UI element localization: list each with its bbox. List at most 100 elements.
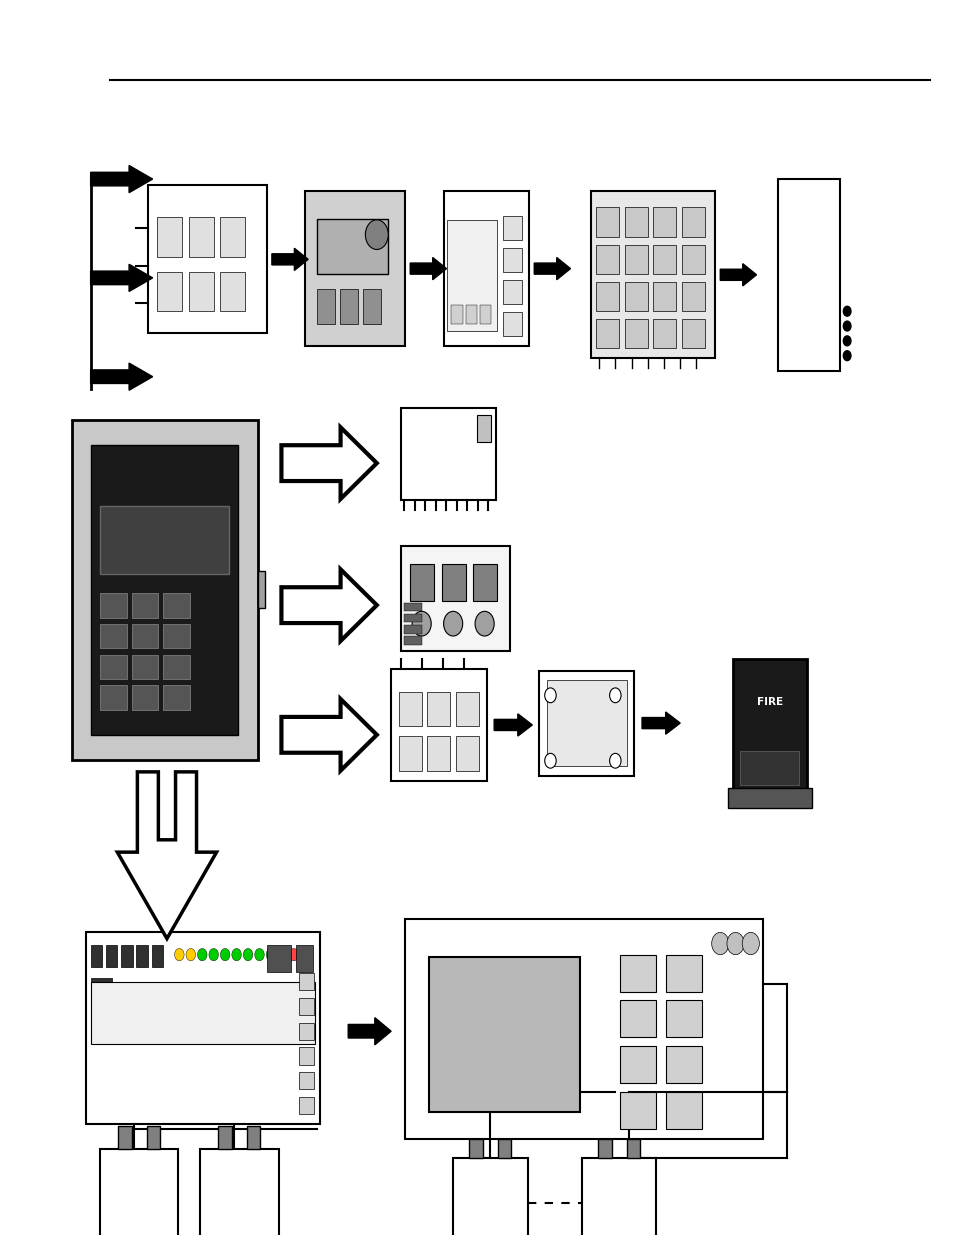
FancyBboxPatch shape <box>163 624 190 648</box>
FancyBboxPatch shape <box>502 216 521 240</box>
FancyBboxPatch shape <box>427 736 450 771</box>
FancyBboxPatch shape <box>502 312 521 336</box>
FancyBboxPatch shape <box>681 207 704 237</box>
FancyBboxPatch shape <box>456 692 478 726</box>
Polygon shape <box>641 711 679 734</box>
FancyBboxPatch shape <box>732 659 806 793</box>
Polygon shape <box>281 699 376 771</box>
Circle shape <box>289 948 298 961</box>
FancyBboxPatch shape <box>100 506 229 574</box>
FancyBboxPatch shape <box>596 207 618 237</box>
FancyBboxPatch shape <box>443 191 529 346</box>
FancyBboxPatch shape <box>777 179 839 370</box>
FancyBboxPatch shape <box>653 207 676 237</box>
FancyBboxPatch shape <box>305 191 405 346</box>
FancyBboxPatch shape <box>298 973 314 990</box>
FancyBboxPatch shape <box>456 736 478 771</box>
Polygon shape <box>91 264 152 291</box>
FancyBboxPatch shape <box>681 319 704 348</box>
Circle shape <box>544 753 556 768</box>
Circle shape <box>544 688 556 703</box>
FancyBboxPatch shape <box>404 614 421 622</box>
FancyBboxPatch shape <box>91 978 112 1000</box>
Polygon shape <box>281 569 376 641</box>
FancyBboxPatch shape <box>316 219 388 274</box>
FancyBboxPatch shape <box>596 282 618 311</box>
FancyBboxPatch shape <box>118 1126 132 1149</box>
Circle shape <box>842 351 850 361</box>
FancyBboxPatch shape <box>410 564 434 601</box>
FancyBboxPatch shape <box>257 571 265 609</box>
FancyBboxPatch shape <box>624 282 647 311</box>
FancyBboxPatch shape <box>91 982 314 1044</box>
Circle shape <box>209 948 218 961</box>
Circle shape <box>475 611 494 636</box>
Circle shape <box>842 321 850 331</box>
FancyBboxPatch shape <box>427 692 450 726</box>
FancyBboxPatch shape <box>619 1092 656 1129</box>
FancyBboxPatch shape <box>298 998 314 1015</box>
FancyBboxPatch shape <box>665 1046 701 1083</box>
FancyBboxPatch shape <box>476 415 491 442</box>
Circle shape <box>186 948 195 961</box>
FancyBboxPatch shape <box>316 289 335 324</box>
FancyBboxPatch shape <box>404 603 421 611</box>
Polygon shape <box>348 1018 391 1045</box>
Circle shape <box>741 932 759 955</box>
FancyBboxPatch shape <box>497 1139 511 1158</box>
FancyBboxPatch shape <box>100 655 127 679</box>
FancyBboxPatch shape <box>148 185 267 333</box>
FancyBboxPatch shape <box>132 655 158 679</box>
FancyBboxPatch shape <box>163 685 190 710</box>
FancyBboxPatch shape <box>447 220 497 331</box>
Circle shape <box>277 948 287 961</box>
FancyBboxPatch shape <box>479 305 491 324</box>
FancyBboxPatch shape <box>624 319 647 348</box>
FancyBboxPatch shape <box>152 945 163 967</box>
FancyBboxPatch shape <box>653 282 676 311</box>
FancyBboxPatch shape <box>189 272 213 311</box>
FancyBboxPatch shape <box>598 1139 611 1158</box>
FancyBboxPatch shape <box>665 955 701 992</box>
FancyBboxPatch shape <box>100 624 127 648</box>
FancyBboxPatch shape <box>473 564 497 601</box>
FancyBboxPatch shape <box>157 217 182 257</box>
FancyBboxPatch shape <box>362 289 380 324</box>
FancyBboxPatch shape <box>86 932 319 1124</box>
FancyBboxPatch shape <box>465 305 476 324</box>
FancyBboxPatch shape <box>596 245 618 274</box>
FancyBboxPatch shape <box>298 1023 314 1040</box>
FancyBboxPatch shape <box>339 289 357 324</box>
Circle shape <box>726 932 743 955</box>
FancyBboxPatch shape <box>132 593 158 618</box>
Circle shape <box>412 611 431 636</box>
Circle shape <box>220 948 230 961</box>
Text: FIRE: FIRE <box>756 698 782 708</box>
FancyBboxPatch shape <box>398 692 421 726</box>
FancyBboxPatch shape <box>404 636 421 645</box>
Polygon shape <box>272 248 308 270</box>
FancyBboxPatch shape <box>106 945 117 967</box>
FancyBboxPatch shape <box>247 1126 260 1149</box>
FancyBboxPatch shape <box>147 1126 160 1149</box>
FancyBboxPatch shape <box>298 1097 314 1114</box>
FancyBboxPatch shape <box>132 624 158 648</box>
FancyBboxPatch shape <box>619 1000 656 1037</box>
Polygon shape <box>281 427 376 499</box>
Circle shape <box>254 948 264 961</box>
FancyBboxPatch shape <box>267 945 291 972</box>
Circle shape <box>842 306 850 316</box>
FancyBboxPatch shape <box>653 245 676 274</box>
Polygon shape <box>410 258 446 280</box>
Circle shape <box>266 948 275 961</box>
Circle shape <box>443 611 462 636</box>
FancyBboxPatch shape <box>298 1072 314 1089</box>
FancyBboxPatch shape <box>100 593 127 618</box>
Circle shape <box>609 688 620 703</box>
FancyBboxPatch shape <box>665 1000 701 1037</box>
FancyBboxPatch shape <box>538 671 634 776</box>
FancyBboxPatch shape <box>546 680 626 766</box>
FancyBboxPatch shape <box>136 945 148 967</box>
FancyBboxPatch shape <box>405 919 762 1139</box>
FancyBboxPatch shape <box>469 1139 482 1158</box>
